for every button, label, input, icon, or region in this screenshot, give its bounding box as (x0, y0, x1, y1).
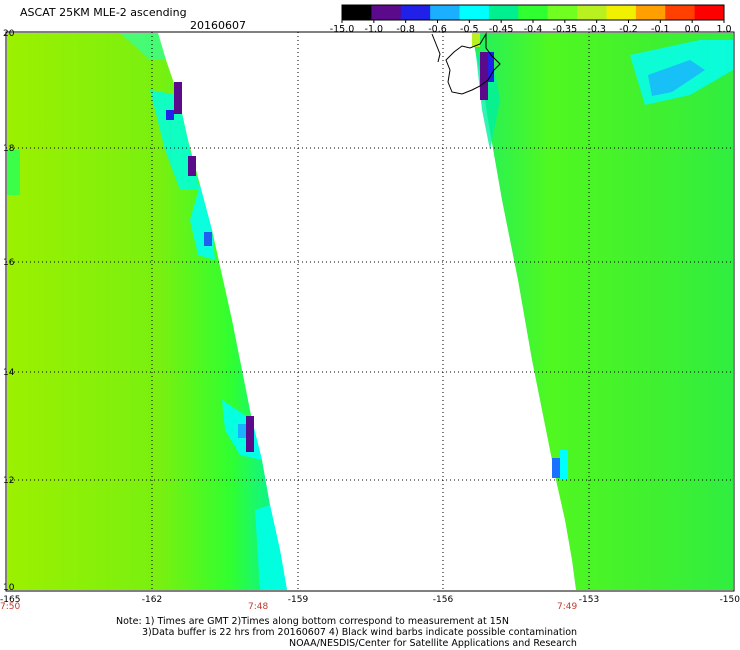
lon-tick-label: -153 (579, 595, 599, 605)
lon-tick-label: -165 (0, 595, 20, 605)
colorbar-label: -0.3 (587, 24, 606, 35)
colorbar-swatch (518, 5, 549, 20)
colorbar-swatch (547, 5, 578, 20)
colorbar-swatch (635, 5, 666, 20)
note-line-3: NOAA/NESDIS/Center for Satellite Applica… (289, 638, 577, 649)
lon-tick-label: -156 (433, 595, 454, 605)
time-label: 7:48 (248, 602, 268, 612)
product-date: 20160607 (190, 19, 246, 32)
time-label: 7:49 (557, 602, 577, 612)
lon-tick-label: -162 (142, 595, 162, 605)
lat-tick-label: 12 (3, 476, 14, 486)
colorbar-label: 1.0 (716, 24, 731, 35)
note-line-1: Note: 1) Times are GMT 2)Times along bot… (116, 616, 509, 627)
colorbar-swatch (459, 5, 490, 20)
colorbar-label: -0.5 (460, 24, 479, 35)
colorbar-swatch (606, 5, 637, 20)
product-title: ASCAT 25KM MLE-2 ascending (20, 6, 187, 19)
lat-tick-label: 16 (3, 258, 15, 268)
lon-tick-label: -159 (288, 595, 309, 605)
colorbar-label: -0.35 (553, 24, 578, 35)
colorbar-swatch (694, 5, 725, 20)
colorbar-swatch (400, 5, 431, 20)
longitude-labels: -165 -162 -159 -156 -153 -150 (0, 595, 740, 605)
colorbar-label: -0.8 (396, 24, 415, 35)
island-coastline (431, 32, 501, 95)
lat-tick-label: 10 (3, 583, 15, 593)
time-label: 7:50 (0, 602, 20, 612)
west-swath (7, 33, 287, 590)
colorbar-swatch (488, 5, 519, 20)
time-labels: 7:50 7:48 7:49 (0, 602, 577, 612)
lat-tick-label: 18 (3, 144, 15, 154)
colorbar-label: 0.0 (685, 24, 700, 35)
colorbar-swatch (342, 5, 372, 20)
colorbar-swatch (665, 5, 696, 20)
lat-tick-label: 14 (3, 368, 15, 378)
colorbar-swatch (371, 5, 402, 20)
colorbar-label: -0.45 (489, 24, 514, 35)
colorbar-label: -15.0 (330, 24, 355, 35)
colorbar-label: -0.2 (619, 24, 638, 35)
colorbar-label: -0.1 (651, 24, 670, 35)
east-swath (472, 33, 733, 590)
colorbar-swatch (430, 5, 461, 20)
colorbar-label: -0.6 (428, 24, 447, 35)
colorbar-label: -1.0 (365, 24, 384, 35)
lat-tick-label: 20 (3, 29, 15, 39)
lon-tick-label: -150 (720, 595, 740, 605)
latitude-labels: 20 18 16 14 12 10 (3, 29, 15, 593)
colorbar-swatch (577, 5, 607, 20)
note-line-2: 3)Data buffer is 22 hrs from 20160607 4)… (142, 627, 578, 638)
colorbar-label: -0.4 (524, 24, 543, 35)
colorbar: -15.0 -1.0 -0.8 -0.6 -0.5 -0.45 -0.4 -0.35 -0.3 -… (330, 4, 732, 35)
lat-lon-grid (6, 32, 734, 591)
